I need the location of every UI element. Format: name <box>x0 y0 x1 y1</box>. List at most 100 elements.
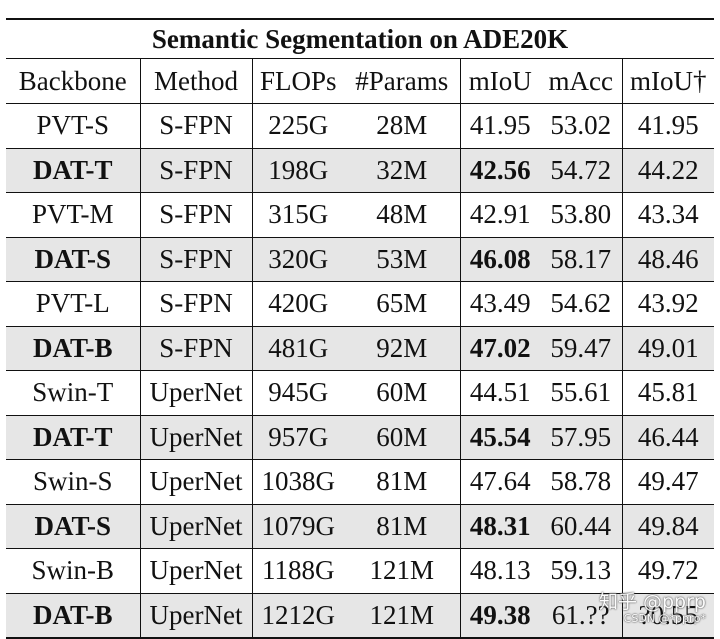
cell-miou-ms: 49.72 <box>622 548 715 594</box>
cell-miou: 48.13 <box>460 548 540 594</box>
watermark-sub: CSDN @*pprp* <box>623 611 706 625</box>
cell-method: S-FPN <box>140 192 253 238</box>
header-miou: mIoU <box>460 58 540 104</box>
cell-miou-ms: 49.47 <box>622 459 715 505</box>
cell-flops: 945G <box>252 370 344 416</box>
cell-params: 121M <box>344 593 461 639</box>
cell-miou-ms: 49.84 <box>622 504 715 549</box>
cell-macc: 57.95 <box>540 415 623 460</box>
cell-method: S-FPN <box>140 103 253 149</box>
cell-backbone: PVT-L <box>6 281 141 327</box>
cell-backbone: DAT-T <box>6 415 141 460</box>
cell-backbone: PVT-S <box>6 103 141 149</box>
header-flops: FLOPs <box>252 58 344 104</box>
cell-backbone: PVT-M <box>6 192 141 238</box>
cell-macc: 58.17 <box>540 237 623 282</box>
table-row: PVT-M S-FPN 315G 48M 42.91 53.80 43.34 <box>6 192 715 238</box>
cell-miou: 42.91 <box>460 192 540 238</box>
ade20k-results-table: Semantic Segmentation on ADE20K Backbone… <box>6 18 715 639</box>
cell-flops: 198G <box>252 148 344 193</box>
cell-method: UperNet <box>140 415 253 460</box>
cell-params: 65M <box>344 281 461 327</box>
table-row: PVT-S S-FPN 225G 28M 41.95 53.02 41.95 <box>6 103 715 149</box>
cell-miou: 42.56 <box>460 148 540 193</box>
table-row: DAT-B S-FPN 481G 92M 47.02 59.47 49.01 <box>6 326 715 371</box>
table-row: Swin-B UperNet 1188G 121M 48.13 59.13 49.72 <box>6 548 715 594</box>
cell-params: 81M <box>344 459 461 505</box>
header-method: Method <box>140 58 253 104</box>
table-row: DAT-T UperNet 957G 60M 45.54 57.95 46.44 <box>6 415 715 460</box>
cell-miou-ms: 44.22 <box>622 148 715 193</box>
cell-params: 121M <box>344 548 461 594</box>
table-row: Swin-S UperNet 1038G 81M 47.64 58.78 49.47 <box>6 459 715 505</box>
cell-miou-ms: 41.95 <box>622 103 715 149</box>
cell-macc: 55.61 <box>540 370 623 416</box>
cell-macc: 54.62 <box>540 281 623 327</box>
table-row: DAT-T S-FPN 198G 32M 42.56 54.72 44.22 <box>6 148 715 193</box>
cell-miou: 41.95 <box>460 103 540 149</box>
table-row: Swin-T UperNet 945G 60M 44.51 55.61 45.81 <box>6 370 715 416</box>
cell-miou-ms: 46.44 <box>622 415 715 460</box>
header-params: #Params <box>344 58 461 104</box>
header-miou-ms: mIoU† <box>622 58 715 104</box>
results-table-container: Semantic Segmentation on ADE20K Backbone… <box>6 18 715 639</box>
cell-miou: 48.31 <box>460 504 540 549</box>
cell-backbone: DAT-B <box>6 593 141 639</box>
cell-macc: 60.44 <box>540 504 623 549</box>
table-row: PVT-L S-FPN 420G 65M 43.49 54.62 43.92 <box>6 281 715 327</box>
table-row: DAT-S S-FPN 320G 53M 46.08 58.17 48.46 <box>6 237 715 282</box>
table-title-row: Semantic Segmentation on ADE20K <box>6 18 715 59</box>
cell-backbone: DAT-B <box>6 326 141 371</box>
cell-method: S-FPN <box>140 237 253 282</box>
cell-flops: 225G <box>252 103 344 149</box>
cell-macc: 61.?? <box>540 593 623 639</box>
cell-params: 81M <box>344 504 461 549</box>
cell-miou-ms: 45.81 <box>622 370 715 416</box>
cell-miou-ms: 49.01 <box>622 326 715 371</box>
cell-backbone: Swin-T <box>6 370 141 416</box>
cell-backbone: Swin-B <box>6 548 141 594</box>
table-row: DAT-S UperNet 1079G 81M 48.31 60.44 49.84 <box>6 504 715 549</box>
cell-flops: 315G <box>252 192 344 238</box>
table-title: Semantic Segmentation on ADE20K <box>6 18 715 59</box>
cell-method: UperNet <box>140 548 253 594</box>
cell-miou-ms: 43.92 <box>622 281 715 327</box>
cell-macc: 53.80 <box>540 192 623 238</box>
cell-backbone: DAT-T <box>6 148 141 193</box>
cell-miou: 49.38 <box>460 593 540 639</box>
cell-flops: 1038G <box>252 459 344 505</box>
cell-backbone: DAT-S <box>6 237 141 282</box>
watermark: 知乎 @pprp CSDN @*pprp* <box>599 592 706 625</box>
cell-params: 60M <box>344 415 461 460</box>
cell-method: UperNet <box>140 459 253 505</box>
cell-miou: 45.54 <box>460 415 540 460</box>
cell-backbone: Swin-S <box>6 459 141 505</box>
cell-flops: 481G <box>252 326 344 371</box>
cell-params: 60M <box>344 370 461 416</box>
table-header-row: Backbone Method FLOPs #Params mIoU mAcc mIoU† <box>6 58 715 104</box>
cell-miou: 46.08 <box>460 237 540 282</box>
cell-method: UperNet <box>140 370 253 416</box>
cell-miou: 47.64 <box>460 459 540 505</box>
cell-flops: 1212G <box>252 593 344 639</box>
cell-macc: 58.78 <box>540 459 623 505</box>
cell-method: S-FPN <box>140 148 253 193</box>
cell-macc: 59.13 <box>540 548 623 594</box>
cell-miou: 47.02 <box>460 326 540 371</box>
cell-flops: 420G <box>252 281 344 327</box>
cell-method: S-FPN <box>140 326 253 371</box>
cell-flops: 1079G <box>252 504 344 549</box>
cell-miou: 43.49 <box>460 281 540 327</box>
cell-miou-ms: 48.46 <box>622 237 715 282</box>
table-body: PVT-S S-FPN 225G 28M 41.95 53.02 41.95 DAT-T S-F… <box>6 103 715 639</box>
cell-method: UperNet <box>140 504 253 549</box>
cell-miou-ms: ?0.55 <box>622 593 715 639</box>
watermark-main: 知乎 @pprp <box>598 591 706 614</box>
cell-miou: 44.51 <box>460 370 540 416</box>
cell-miou-ms: 43.34 <box>622 192 715 238</box>
cell-flops: 320G <box>252 237 344 282</box>
cell-params: 32M <box>344 148 461 193</box>
cell-macc: 59.47 <box>540 326 623 371</box>
cell-macc: 54.72 <box>540 148 623 193</box>
table-row: DAT-B UperNet 1212G 121M 49.38 61.?? ?0.55 <box>6 593 715 639</box>
